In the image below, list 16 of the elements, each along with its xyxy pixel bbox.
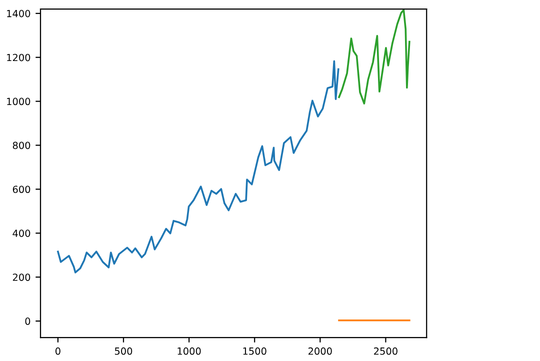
line-series: [57, 60, 340, 274]
x-tick-label: 1000: [178, 347, 201, 355]
x-tick-label: 500: [114, 347, 132, 355]
x-tick-label: 2500: [374, 347, 398, 355]
y-tick-label: 600: [12, 186, 30, 194]
y-tick-label: 400: [12, 230, 30, 237]
y-tick-label: 0: [25, 318, 30, 325]
y-tick-label: 1000: [7, 98, 30, 106]
x-tick-label: 2000: [308, 347, 332, 355]
x-tick-label: 1500: [243, 347, 266, 355]
x-tick-label: 0: [55, 347, 60, 355]
y-tick-label: 1400: [7, 10, 30, 18]
y-tick-label: 200: [12, 274, 30, 281]
line-series: [338, 9, 410, 104]
y-tick-label: 800: [12, 142, 30, 150]
y-tick-label: 1200: [7, 54, 30, 62]
